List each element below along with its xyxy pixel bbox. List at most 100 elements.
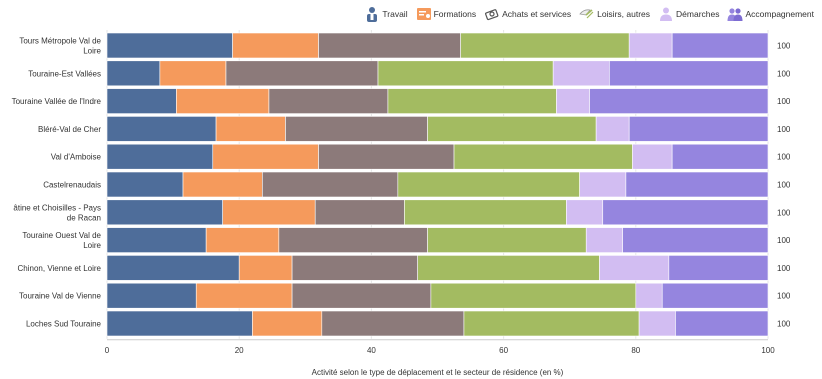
bar-segment-6-1[interactable] [222, 199, 316, 226]
total-label-1: 100 [777, 69, 791, 78]
bar-segment-0-1[interactable] [232, 32, 319, 59]
legend-item-accompagnement[interactable]: Accompagnement [727, 6, 814, 22]
x-tick-label-3: 60 [499, 346, 508, 355]
bar-segment-7-3[interactable] [427, 227, 587, 253]
bar-segment-2-0[interactable] [106, 88, 177, 114]
bar-segment-4-3[interactable] [453, 143, 633, 170]
bar-segment-6-5[interactable] [602, 199, 769, 226]
bar-segment-10-5[interactable] [675, 310, 769, 337]
bar-segment-9-1[interactable] [195, 282, 293, 309]
x-tick-label-1: 20 [235, 346, 244, 355]
bar-segment-0-0[interactable] [106, 32, 233, 59]
bar-segment-10-4[interactable] [638, 310, 676, 337]
bar-segment-10-2[interactable] [321, 310, 465, 337]
legend-label-loisirs: Loisirs, autres [597, 9, 651, 19]
bar-segment-3-4[interactable] [595, 116, 630, 142]
bar-segment-6-3[interactable] [404, 199, 567, 226]
bar-segment-3-3[interactable] [427, 116, 597, 142]
bar-segment-2-1[interactable] [176, 88, 270, 114]
bar-segment-10-3[interactable] [463, 310, 640, 337]
bar-segment-9-0[interactable] [106, 282, 197, 309]
bar-segment-8-2[interactable] [291, 255, 418, 281]
bar-segment-5-4[interactable] [579, 171, 627, 198]
bar-segment-7-4[interactable] [585, 227, 623, 253]
legend-item-demarches[interactable]: Démarches [658, 6, 719, 22]
bar-segment-5-1[interactable] [182, 171, 263, 198]
bar-segment-3-1[interactable] [215, 116, 286, 142]
bar-segment-1-1[interactable] [159, 60, 227, 87]
category-label-5: Castelrenaudais [43, 181, 101, 190]
bar-segment-8-4[interactable] [599, 255, 670, 281]
bar-segment-9-4[interactable] [635, 282, 663, 309]
bar-segment-5-2[interactable] [262, 171, 399, 198]
legend: Travail Formations Achats et services Lo… [364, 6, 814, 22]
legend-label-accompagnement: Accompagnement [745, 9, 814, 19]
legend-label-formations: Formations [433, 9, 477, 19]
bar-segment-6-4[interactable] [566, 199, 604, 226]
bar-segment-5-3[interactable] [397, 171, 580, 198]
legend-item-achats[interactable]: Achats et services [484, 6, 571, 22]
category-label-7: Touraine Ouest Val de Loire [22, 231, 101, 250]
bar-segment-7-0[interactable] [106, 227, 207, 253]
bar-segment-2-3[interactable] [387, 88, 557, 114]
category-label-9: Touraine Val de Vienne [19, 292, 102, 301]
bar-segment-4-4[interactable] [632, 143, 673, 170]
bar-segment-1-5[interactable] [609, 60, 769, 87]
bar-segment-5-0[interactable] [106, 171, 184, 198]
bar-segment-6-0[interactable] [106, 199, 223, 226]
bar-segment-5-5[interactable] [625, 171, 769, 198]
bar-segment-3-2[interactable] [285, 116, 428, 142]
bar-segment-10-1[interactable] [252, 310, 323, 337]
bar-segment-0-4[interactable] [628, 32, 673, 59]
legend-item-formations[interactable]: Formations [416, 6, 477, 22]
total-label-2: 100 [777, 97, 791, 106]
bar-segment-6-2[interactable] [314, 199, 405, 226]
bar-segment-8-3[interactable] [417, 255, 600, 281]
bar-segment-2-4[interactable] [556, 88, 590, 114]
total-label-0: 100 [777, 42, 791, 51]
bar-segment-3-5[interactable] [628, 116, 769, 142]
diploma-icon [416, 6, 432, 22]
total-label-7: 100 [777, 236, 791, 245]
bar-segment-0-5[interactable] [671, 32, 769, 59]
legend-item-travail[interactable]: Travail [364, 6, 408, 22]
bar-segment-3-0[interactable] [106, 116, 217, 142]
bar-segment-10-0[interactable] [106, 310, 253, 337]
category-label-4: Val d'Amboise [51, 153, 102, 162]
bar-segment-8-5[interactable] [668, 255, 769, 281]
bar-segment-1-4[interactable] [552, 60, 610, 87]
bar-segment-7-2[interactable] [278, 227, 428, 253]
bar-segment-2-5[interactable] [589, 88, 769, 114]
bar-segment-8-0[interactable] [106, 255, 240, 281]
bar-segment-2-2[interactable] [268, 88, 389, 114]
x-axis-label: Activité selon le type de déplacement et… [312, 368, 564, 377]
legend-item-loisirs[interactable]: Loisirs, autres [579, 6, 650, 22]
bar-segment-9-3[interactable] [430, 282, 637, 309]
bar-segment-9-5[interactable] [661, 282, 769, 309]
bar-segment-0-2[interactable] [318, 32, 461, 59]
bar-segment-0-3[interactable] [460, 32, 630, 59]
bar-segment-4-2[interactable] [318, 143, 455, 170]
total-label-6: 100 [777, 208, 791, 217]
legend-label-achats: Achats et services [502, 9, 572, 19]
group-icon [727, 6, 743, 22]
total-label-10: 100 [777, 320, 791, 329]
total-label-8: 100 [777, 264, 791, 273]
bar-segment-7-5[interactable] [622, 227, 769, 253]
bar-segment-8-1[interactable] [238, 255, 293, 281]
total-label-3: 100 [777, 125, 791, 134]
bar-segment-4-0[interactable] [106, 143, 214, 170]
bar-segment-1-0[interactable] [106, 60, 161, 87]
bar-segment-4-5[interactable] [671, 143, 769, 170]
category-label-10: Loches Sud Touraine [26, 320, 102, 329]
legend-label-travail: Travail [382, 9, 408, 19]
bar-segment-1-2[interactable] [225, 60, 379, 87]
bar-segment-7-1[interactable] [205, 227, 280, 253]
bar-segment-9-2[interactable] [291, 282, 432, 309]
total-label-5: 100 [777, 181, 791, 190]
bar-segment-4-1[interactable] [212, 143, 319, 170]
legend-label-demarches: Démarches [676, 9, 720, 19]
category-label-6: âtine et Choisilles - Pays de Racan [13, 203, 101, 222]
bar-segment-1-3[interactable] [377, 60, 554, 87]
